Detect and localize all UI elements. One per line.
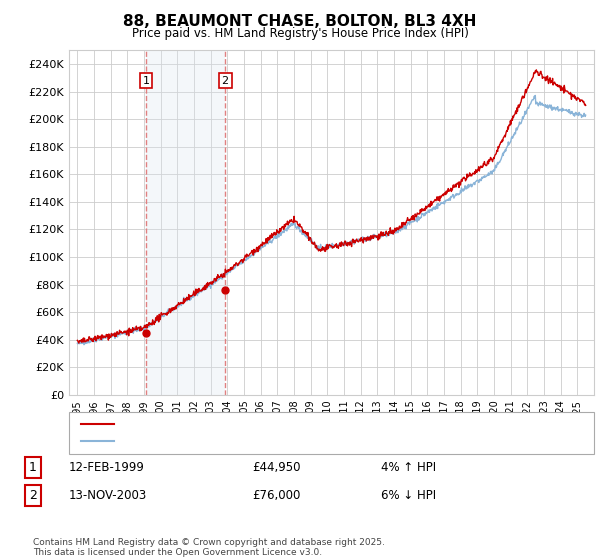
Text: 4% ↑ HPI: 4% ↑ HPI xyxy=(381,461,436,474)
Text: 13-NOV-2003: 13-NOV-2003 xyxy=(69,489,147,502)
Text: 6% ↓ HPI: 6% ↓ HPI xyxy=(381,489,436,502)
Text: 1: 1 xyxy=(142,76,149,86)
Text: 2: 2 xyxy=(29,489,37,502)
Text: Price paid vs. HM Land Registry's House Price Index (HPI): Price paid vs. HM Land Registry's House … xyxy=(131,27,469,40)
Text: £44,950: £44,950 xyxy=(252,461,301,474)
Text: HPI: Average price, semi-detached house, Bolton: HPI: Average price, semi-detached house,… xyxy=(120,436,375,446)
Text: Contains HM Land Registry data © Crown copyright and database right 2025.
This d: Contains HM Land Registry data © Crown c… xyxy=(33,538,385,557)
Text: 1: 1 xyxy=(29,461,37,474)
Text: 88, BEAUMONT CHASE, BOLTON, BL3 4XH (semi-detached house): 88, BEAUMONT CHASE, BOLTON, BL3 4XH (sem… xyxy=(120,419,461,429)
Text: 88, BEAUMONT CHASE, BOLTON, BL3 4XH: 88, BEAUMONT CHASE, BOLTON, BL3 4XH xyxy=(124,14,476,29)
Text: 2: 2 xyxy=(221,76,229,86)
Text: £76,000: £76,000 xyxy=(252,489,301,502)
Bar xyxy=(146,50,225,395)
Text: 12-FEB-1999: 12-FEB-1999 xyxy=(69,461,145,474)
